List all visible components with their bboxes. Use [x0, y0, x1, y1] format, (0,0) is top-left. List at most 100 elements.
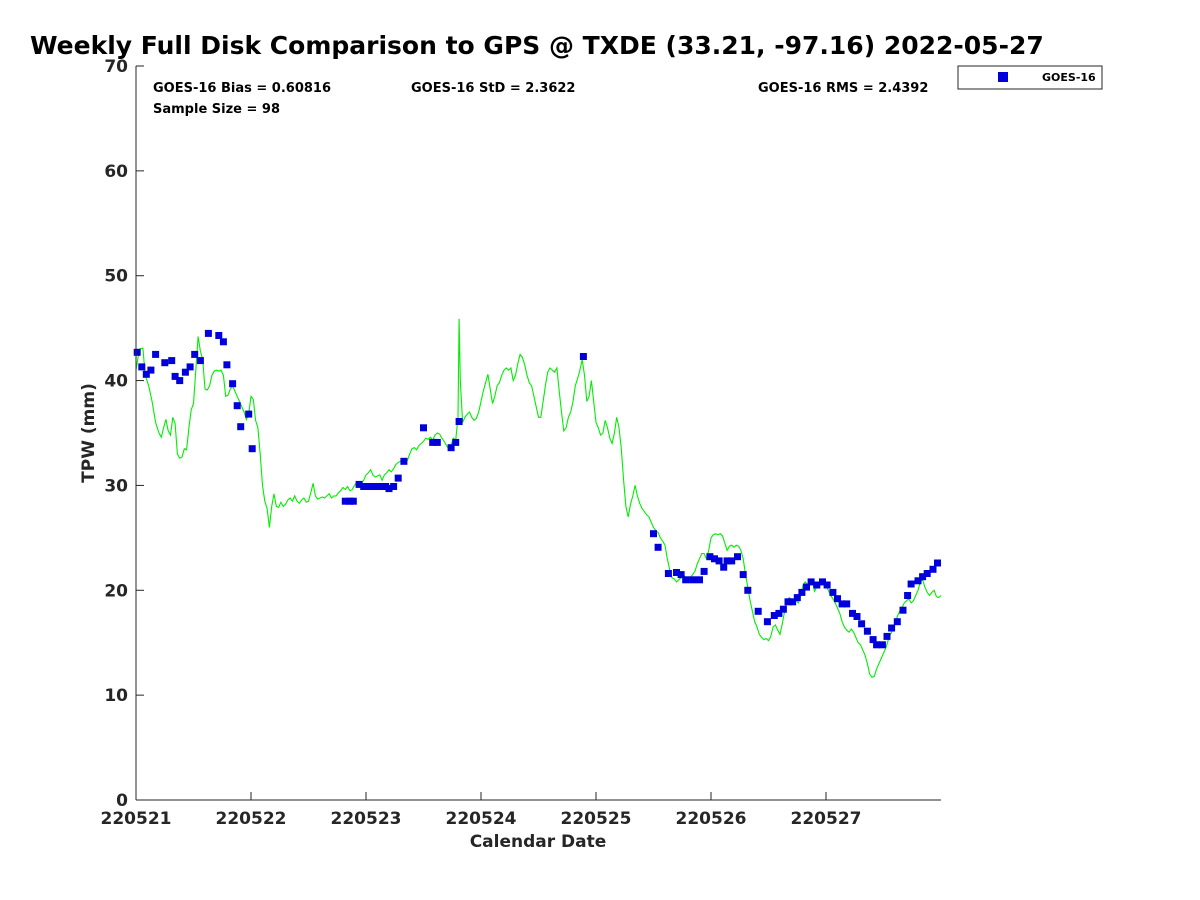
data-point: [929, 565, 937, 573]
data-point: [233, 402, 241, 410]
chart-title: Weekly Full Disk Comparison to GPS @ TXD…: [30, 31, 1044, 60]
x-tick-label: 220523: [331, 809, 402, 829]
y-tick-label: 10: [104, 686, 128, 706]
data-point: [819, 578, 826, 586]
data-point: [798, 588, 806, 596]
data-point: [579, 353, 587, 360]
data-point: [904, 592, 912, 599]
data-point: [142, 370, 150, 378]
data-point: [229, 380, 237, 388]
data-point: [673, 569, 680, 576]
data-point: [858, 620, 866, 628]
data-point: [706, 553, 714, 561]
data-point: [829, 588, 837, 596]
y-axis: 0 10 20 30 40 50 60 70: [104, 57, 144, 811]
data-point: [849, 609, 856, 617]
y-tick-label: 40: [104, 372, 128, 392]
data-point: [223, 361, 231, 369]
legend-marker: [998, 72, 1008, 82]
stat-std: GOES-16 StD = 2.3622: [411, 81, 575, 96]
y-axis-label: TPW (mm): [79, 383, 99, 483]
data-point: [883, 632, 891, 640]
data-point: [834, 595, 841, 603]
data-point: [433, 438, 441, 446]
data-point: [754, 607, 762, 615]
data-point: [863, 627, 871, 635]
data-point: [914, 577, 922, 585]
legend: GOES-16: [957, 65, 1103, 90]
data-point: [853, 613, 861, 620]
data-point: [744, 586, 752, 594]
data-point: [664, 570, 672, 577]
stat-bias: GOES-16 Bias = 0.60816: [153, 81, 331, 96]
data-point: [893, 618, 901, 626]
data-point: [723, 557, 731, 565]
data-point: [420, 424, 427, 432]
data-point: [779, 605, 787, 613]
data-point: [934, 559, 941, 567]
data-point: [803, 583, 810, 591]
plot-area: [133, 66, 942, 801]
data-point: [763, 618, 771, 626]
data-point: [696, 576, 703, 584]
data-point: [907, 580, 915, 588]
data-point: [728, 557, 736, 565]
data-point: [734, 553, 741, 561]
x-axis: 220521 220522 220523 220524 220525 220526 2205…: [101, 792, 861, 829]
data-point: [161, 359, 169, 367]
stat-sample-size: Sample Size = 98: [153, 102, 280, 117]
data-point: [186, 363, 194, 371]
data-point: [452, 438, 460, 446]
data-point: [455, 418, 463, 425]
data-point: [807, 578, 815, 586]
data-point: [923, 570, 931, 577]
data-point: [171, 372, 179, 380]
y-tick-label: 20: [104, 581, 128, 601]
data-point: [152, 350, 160, 358]
data-point: [682, 576, 690, 584]
data-point: [899, 606, 907, 614]
data-point: [363, 483, 371, 490]
data-point: [355, 480, 363, 488]
x-tick-label: 220522: [216, 809, 287, 829]
legend-box: [957, 65, 1103, 90]
data-point: [873, 641, 881, 649]
data-point: [739, 571, 747, 579]
data-point: [784, 598, 792, 606]
data-point: [429, 438, 437, 446]
data-point: [650, 530, 657, 538]
data-point: [248, 445, 256, 453]
data-point: [390, 483, 398, 490]
y-tick-label: 0: [116, 791, 128, 811]
data-point: [711, 555, 718, 563]
data-point: [813, 581, 821, 589]
data-point: [869, 636, 877, 644]
data-point: [677, 571, 685, 579]
data-point: [775, 609, 783, 617]
data-point: [793, 594, 801, 602]
data-point: [181, 368, 189, 376]
data-point: [168, 357, 176, 365]
data-point: [447, 444, 455, 452]
y-tick-label: 60: [104, 162, 128, 182]
x-tick-label: 220524: [446, 809, 517, 829]
y-tick-label: 70: [104, 57, 128, 77]
x-tick-label: 220526: [676, 809, 747, 829]
data-point: [888, 624, 896, 632]
data-point: [385, 485, 393, 493]
data-point: [689, 576, 697, 584]
data-point: [237, 423, 245, 431]
data-point: [770, 612, 778, 619]
data-point: [843, 600, 851, 608]
x-tick-label: 220521: [101, 809, 172, 829]
data-point: [204, 329, 212, 337]
x-tick-label: 220525: [561, 809, 632, 829]
data-point: [245, 410, 253, 418]
data-point: [789, 598, 797, 606]
data-point: [191, 350, 199, 358]
y-tick-label: 50: [104, 267, 128, 287]
stat-rms: GOES-16 RMS = 2.4392: [758, 81, 928, 96]
legend-label: GOES-16: [1042, 71, 1096, 84]
data-point: [838, 600, 846, 608]
